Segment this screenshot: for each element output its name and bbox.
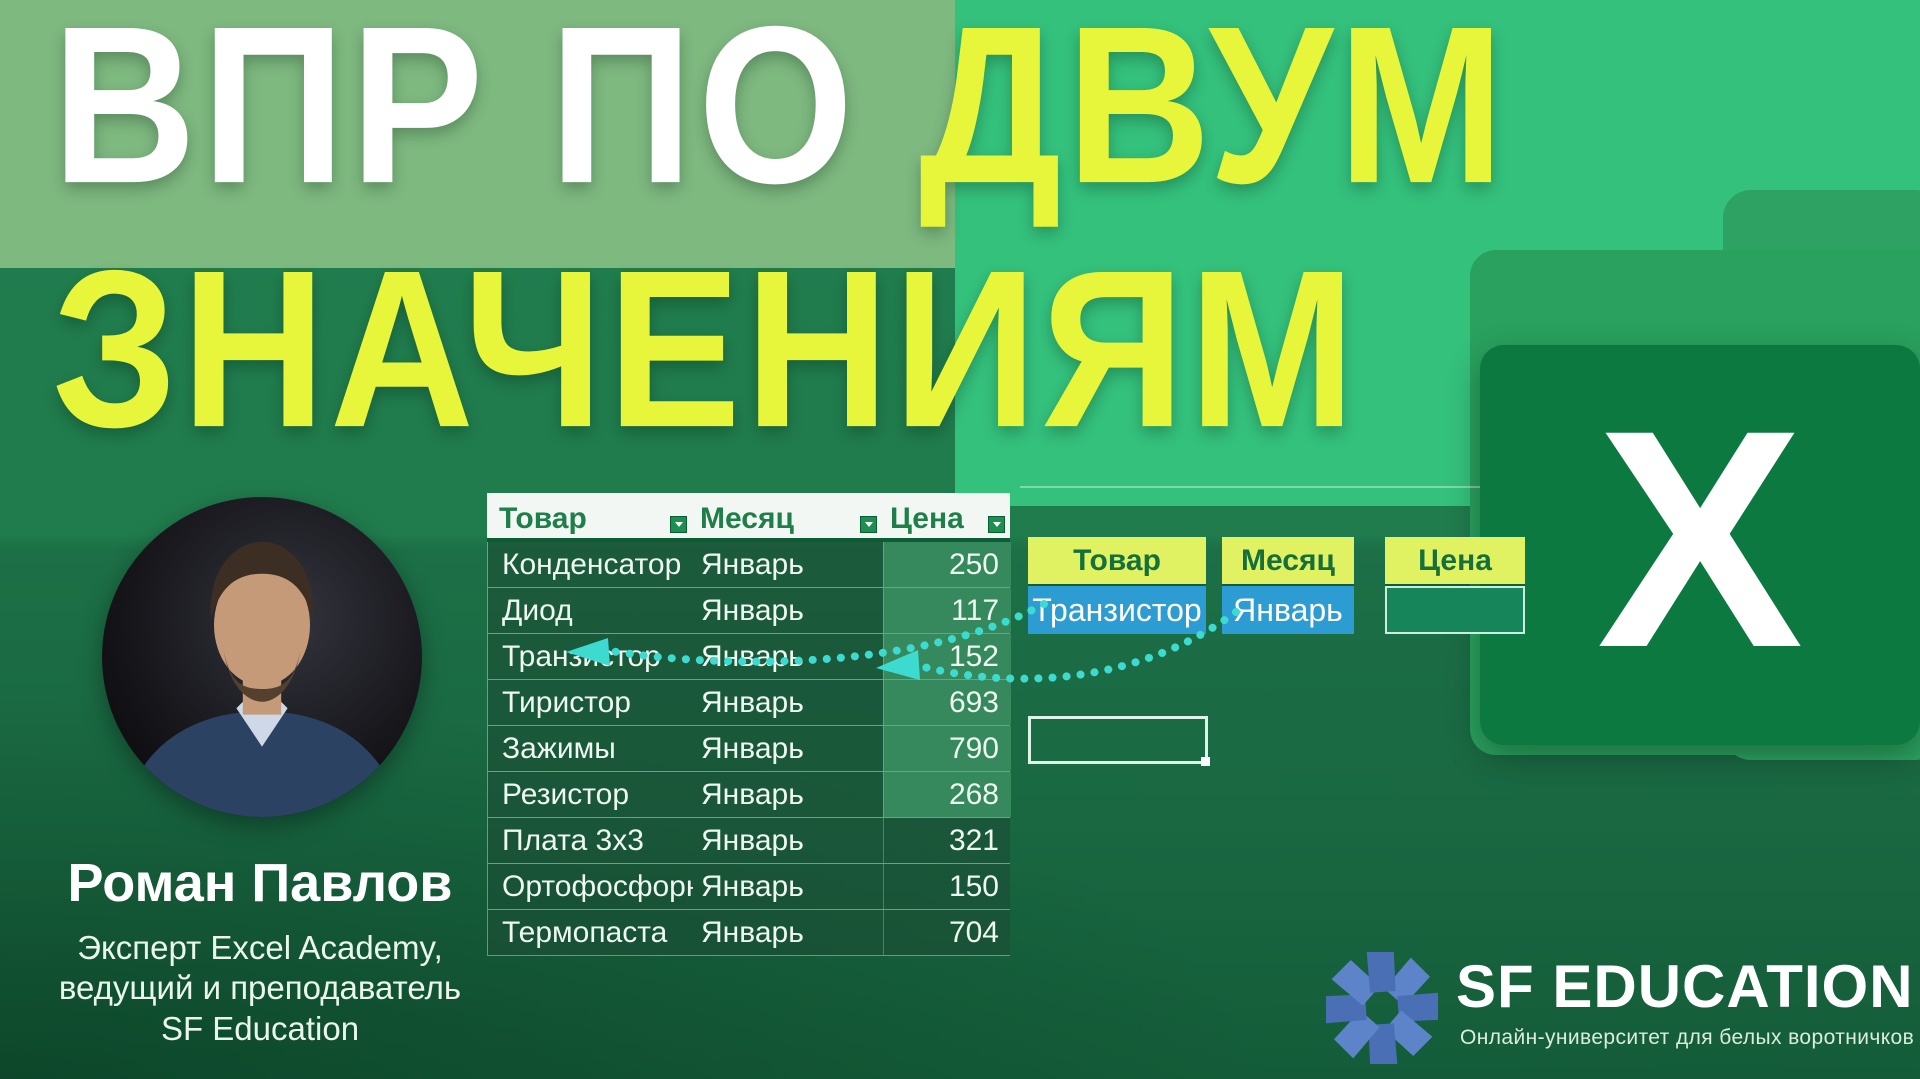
cell-price: 250 — [883, 542, 1011, 587]
source-table: Товар Месяц Цена Конденсатор Январь 250 Ди… — [487, 493, 1011, 956]
cell-price: 152 — [883, 634, 1011, 679]
lookup-header-price: Цена — [1385, 537, 1525, 584]
cell-month: Январь — [701, 869, 804, 903]
cell-month: Январь — [701, 547, 804, 581]
cell-month: Январь — [701, 823, 804, 857]
table-row: Транзистор Январь 152 — [488, 633, 1011, 679]
table-row: Диод Январь 117 — [488, 587, 1011, 633]
table-row: Зажимы Январь 790 — [488, 725, 1011, 771]
filter-dropdown-icon — [860, 516, 877, 533]
title-line-2: ЗНАЧЕНИЯМ — [52, 224, 1360, 475]
table-row: Конденсатор Январь 250 — [488, 542, 1011, 587]
filter-dropdown-icon — [670, 516, 687, 533]
cell-month: Январь — [701, 915, 804, 949]
lookup-price-empty-cell — [1385, 586, 1525, 634]
header-label-month: Месяц — [700, 502, 794, 535]
table-row: Тиристор Январь 693 — [488, 679, 1011, 725]
cell-product: Конденсатор — [502, 547, 682, 581]
excel-x-letter: X — [1596, 365, 1804, 712]
background-sage-block — [0, 0, 958, 268]
active-cell-selection — [1028, 716, 1210, 766]
presenter-role: Эксперт Excel Academy, ведущий и препода… — [0, 928, 520, 1049]
presenter-name: Роман Павлов — [67, 853, 453, 913]
cell-month: Январь — [701, 731, 804, 765]
title-line-1-yellow: ДВУМ — [919, 0, 1510, 231]
cell-product: Термопаста — [502, 915, 668, 949]
source-table-body: Конденсатор Январь 250 Диод Январь 117 Транз… — [487, 542, 1011, 956]
cell-product: Зажимы — [502, 731, 616, 765]
cell-product: Транзистор — [502, 639, 661, 673]
title-line-1-white: ВПР ПО — [52, 0, 920, 231]
presenter-photo — [102, 497, 422, 817]
cell-price: 268 — [883, 772, 1011, 817]
table-row: Плата 3х3 Январь 321 — [488, 817, 1010, 863]
lookup-header-product: Товар — [1028, 537, 1206, 584]
cell-month: Январь — [701, 685, 804, 719]
cell-product: Тиристор — [502, 685, 631, 719]
lookup-value-product: Транзистор — [1028, 586, 1206, 634]
sf-education-logo-icon — [1325, 951, 1439, 1065]
cell-price: 704 — [883, 910, 1011, 955]
title-line-1: ВПР ПО ДВУМ — [52, 0, 1509, 218]
cell-month: Январь — [701, 593, 804, 627]
cell-price: 321 — [883, 818, 1011, 863]
cell-product: Резистор — [502, 777, 630, 811]
brand-name: SF EDUCATION — [1456, 953, 1914, 1020]
filter-dropdown-icon — [988, 516, 1005, 533]
table-row: Термопаста Январь 704 — [488, 909, 1010, 955]
header-col-price: Цена — [882, 493, 1010, 538]
header-label-product: Товар — [499, 502, 587, 535]
source-table-header: Товар Месяц Цена — [487, 493, 1010, 542]
cell-month: Январь — [701, 777, 804, 811]
cell-product: Плата 3х3 — [502, 823, 644, 857]
cell-price: 117 — [883, 588, 1011, 633]
cell-price: 693 — [883, 680, 1011, 725]
lookup-value-month: Январь — [1222, 586, 1354, 634]
cell-price: 150 — [883, 864, 1011, 909]
cell-month: Январь — [701, 639, 804, 673]
presenter-portrait-illustration — [121, 541, 403, 817]
lookup-header-month: Месяц — [1222, 537, 1354, 584]
cell-price: 790 — [883, 726, 1011, 771]
cell-product: Диод — [502, 593, 573, 627]
brand-tagline: Онлайн-университет для белых воротничков — [1460, 1026, 1915, 1049]
presenter-role-line-3: SF Education — [160, 1009, 360, 1047]
header-label-price: Цена — [890, 502, 964, 535]
presenter-role-line-2: ведущий и преподаватель — [58, 969, 462, 1007]
table-row: ОртофосфорнаЯнварь 150 — [488, 863, 1010, 909]
cell-product: Ортофосфорна — [502, 869, 693, 903]
divider-line — [1020, 486, 1516, 488]
header-col-product: Товар — [487, 493, 692, 538]
excel-logo: X — [1480, 345, 1920, 745]
fill-handle — [1201, 757, 1210, 766]
presenter-role-line-1: Эксперт Excel Academy, — [77, 929, 443, 966]
header-col-month: Месяц — [692, 493, 882, 538]
table-row: Резистор Январь 268 — [488, 771, 1011, 817]
